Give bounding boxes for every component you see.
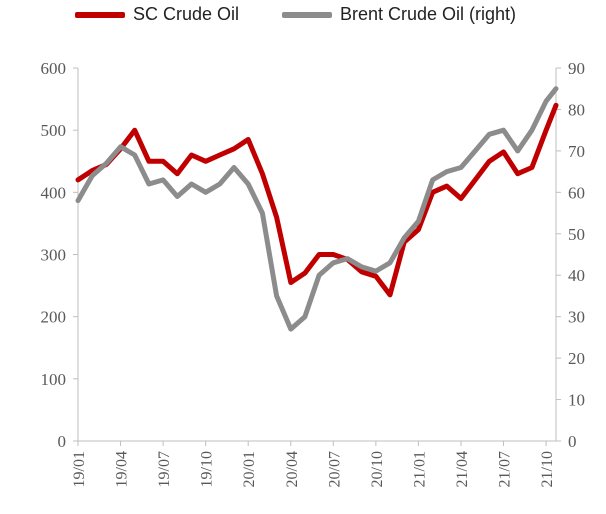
y-left-tick-label: 200 (41, 308, 67, 327)
legend-item-brent: Brent Crude Oil (right) (282, 4, 516, 25)
y-left-tick-label: 0 (58, 432, 67, 451)
y-right-tick-label: 20 (568, 349, 585, 368)
x-tick-label: 20/04 (284, 451, 301, 487)
x-tick-label: 20/01 (241, 451, 258, 487)
x-tick-label: 19/10 (199, 451, 216, 487)
series-line-sc (75, 102, 559, 298)
y-right-tick-label: 0 (568, 432, 577, 451)
y-left-tick-label: 300 (41, 246, 67, 265)
y-right-tick-label: 50 (568, 225, 585, 244)
x-tick-label: 21/04 (454, 451, 471, 487)
legend: SC Crude Oil Brent Crude Oil (right) (0, 4, 606, 34)
y-right-tick-label: 60 (568, 183, 585, 202)
x-tick-label: 19/04 (114, 451, 131, 487)
y-left-tick-label: 400 (41, 183, 67, 202)
y-left-tick-label: 500 (41, 121, 67, 140)
x-tick-label: 21/10 (539, 451, 556, 487)
y-right-tick-label: 90 (568, 59, 585, 78)
y-right-tick-label: 80 (568, 100, 585, 119)
y-right-tick-label: 40 (568, 266, 585, 285)
y-right-tick-label: 30 (568, 308, 585, 327)
x-tick-label: 21/07 (497, 451, 514, 487)
legend-item-sc: SC Crude Oil (75, 4, 239, 25)
x-tick-label: 19/07 (156, 451, 173, 487)
x-tick-label: 20/10 (369, 451, 386, 487)
x-tick-label: 20/07 (326, 451, 343, 487)
y-left-tick-label: 100 (41, 370, 67, 389)
legend-swatch-sc (75, 11, 125, 18)
x-tick-label: 19/01 (71, 451, 88, 487)
legend-label-brent: Brent Crude Oil (right) (340, 4, 517, 24)
y-left-tick-label: 600 (41, 59, 67, 78)
legend-swatch-brent (282, 11, 332, 18)
legend-label-sc: SC Crude Oil (133, 4, 240, 24)
series-line-brent (75, 86, 559, 332)
y-right-tick-label: 70 (568, 142, 585, 161)
x-tick-label: 21/01 (411, 451, 428, 487)
y-right-tick-label: 10 (568, 391, 585, 410)
